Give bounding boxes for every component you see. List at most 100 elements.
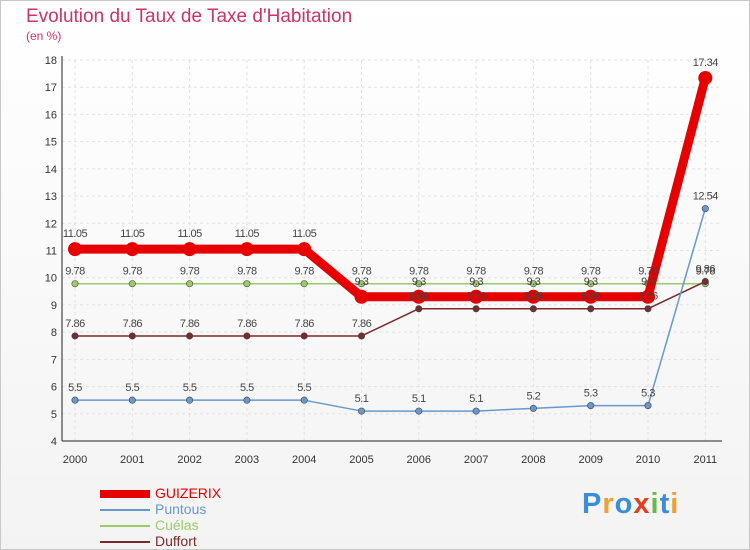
data-label-duffort: 8.86 [581,291,601,303]
data-label-puntous: 5.3 [641,388,655,400]
data-label-duffort: 8.86 [524,291,544,303]
legend-label-duffort: Duffort [155,533,197,549]
y-tick-label: 4 [51,436,57,448]
data-point-culas [472,280,480,288]
data-label-culas: 9.78 [638,266,658,278]
logo-letter: r [602,488,615,520]
data-label-culas: 9.78 [352,266,372,278]
logo-letter: t [659,488,671,520]
x-tick-label: 2008 [521,454,545,466]
logo-letter: o [614,488,634,520]
data-label-culas: 9.78 [581,266,601,278]
legend-item-puntous[interactable]: Puntous [100,501,300,518]
data-point-culas [529,280,537,288]
data-label-duffort: 8.86 [409,291,429,303]
y-tick-label: 15 [45,137,57,149]
data-label-guizerix: 9.3 [469,276,483,288]
data-label-puntous: 12.54 [693,191,718,203]
legend-swatch-duffort [100,541,150,543]
data-label-culas: 9.78 [237,266,257,278]
y-tick-label: 8 [51,327,57,339]
legend-swatch-cuelas [100,525,150,527]
y-tick-label: 6 [51,382,57,394]
legend-label-puntous: Puntous [155,501,207,517]
data-label-guizerix: 9.3 [584,276,598,288]
data-label-guizerix: 9.3 [641,276,655,288]
data-point-culas [186,280,194,288]
data-label-guizerix: 17.34 [693,57,718,69]
legend-item-guizerix[interactable]: GUIZERIX [100,485,300,502]
data-label-guizerix: 9.3 [412,276,426,288]
data-label-puntous: 5.3 [584,388,598,400]
data-point-puntous [529,404,537,412]
x-tick-label: 2007 [464,454,488,466]
data-point-puntous [186,396,194,404]
data-label-puntous: 5.5 [297,382,311,394]
data-point-duffort [587,305,595,313]
series-line-guizerix [75,76,710,302]
data-point-guizerix [297,242,312,257]
data-label-guizerix: 11.05 [235,228,260,240]
data-point-duffort [71,332,79,340]
data-label-duffort: 7.86 [352,318,372,330]
data-point-culas [415,280,423,288]
x-tick-label: 2001 [120,454,144,466]
data-label-duffort: 7.86 [294,318,314,330]
data-point-duffort [243,332,251,340]
legend-label-guizerix: GUIZERIX [155,485,222,501]
series-line-puntous [75,208,707,412]
data-label-duffort: 9.86 [696,264,716,276]
data-point-puntous [128,396,136,404]
y-tick-label: 13 [45,191,57,203]
data-label-duffort: 7.86 [180,318,200,330]
data-point-duffort [300,332,308,340]
data-point-guizerix [125,242,140,257]
data-point-duffort [357,332,365,340]
data-point-duffort [472,305,480,313]
data-label-puntous: 5.5 [68,382,82,394]
data-label-guizerix: 11.05 [120,228,145,240]
data-point-duffort [529,305,537,313]
y-tick-label: 5 [51,409,57,421]
data-label-duffort: 8.86 [466,291,486,303]
data-point-guizerix [583,289,598,304]
x-tick-label: 2009 [578,454,602,466]
chart-subtitle: (en %) [26,29,62,43]
data-label-puntous: 5.5 [183,382,197,394]
data-label-puntous: 5.2 [527,390,541,402]
data-point-culas [300,280,308,288]
legend-swatch-guizerix [100,490,150,498]
data-label-puntous: 5.5 [125,382,139,394]
data-point-culas [243,280,251,288]
data-label-guizerix: 11.05 [292,228,317,240]
data-label-duffort: 7.86 [123,318,143,330]
data-point-guizerix [354,289,369,304]
data-point-duffort [644,305,652,313]
logo-letter: i [670,488,680,520]
legend-item-cuelas[interactable]: Cuélas [100,517,300,534]
x-tick-label: 2005 [349,454,373,466]
legend-label-cuelas: Cuélas [155,517,199,533]
x-tick-label: 2006 [407,454,431,466]
logo-letter: P [582,488,603,520]
data-point-guizerix [411,289,426,304]
y-tick-label: 14 [45,164,57,176]
data-label-guizerix: 11.05 [63,228,88,240]
data-label-culas: 9.78 [409,266,429,278]
data-label-puntous: 5.1 [355,393,369,405]
x-tick-label: 2000 [63,454,87,466]
x-tick-label: 2002 [177,454,201,466]
legend-item-duffort[interactable]: Duffort [100,533,300,550]
y-tick-label: 18 [45,55,57,67]
series-line-duffort [75,280,706,337]
data-point-culas [587,280,595,288]
proxiti-logo[interactable]: Proxiti [582,488,679,521]
data-label-duffort: 7.86 [237,318,257,330]
data-label-culas: 9.78 [65,266,85,278]
data-label-duffort: 7.86 [65,318,85,330]
data-point-puntous [300,396,308,404]
x-tick-label: 2011 [693,454,717,466]
y-tick-label: 16 [45,109,57,121]
data-point-guizerix [469,289,484,304]
